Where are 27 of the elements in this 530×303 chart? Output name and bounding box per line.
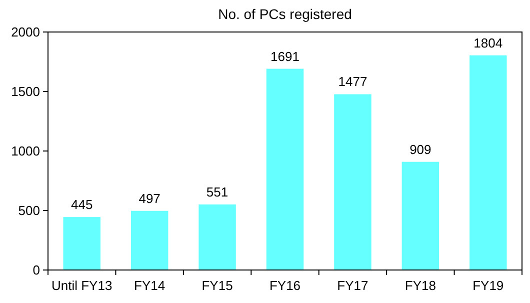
bar xyxy=(334,94,372,270)
y-tick-label: 2000 xyxy=(11,24,40,40)
data-label: 1804 xyxy=(474,35,503,50)
y-tick-label: 500 xyxy=(18,203,40,218)
data-label: 1477 xyxy=(338,74,368,90)
x-tick-label: Until FY13 xyxy=(52,278,112,293)
y-tick-label: 0 xyxy=(32,262,40,278)
x-tick-label: FY18 xyxy=(404,278,436,293)
bar xyxy=(402,162,440,270)
y-tick-label: 1500 xyxy=(11,84,40,100)
data-label: 909 xyxy=(410,142,432,157)
chart-title: No. of PCs registered xyxy=(218,6,352,22)
data-label: 1691 xyxy=(270,48,300,64)
x-tick-label: FY15 xyxy=(202,278,233,293)
bar xyxy=(198,204,236,270)
x-tick-label: FY16 xyxy=(269,278,301,293)
x-tick-label: FY17 xyxy=(337,278,368,293)
y-tick-label: 1000 xyxy=(11,144,40,159)
bar xyxy=(470,55,507,270)
bar xyxy=(130,210,168,270)
bar xyxy=(266,68,304,270)
data-label: 497 xyxy=(138,190,160,206)
data-label: 551 xyxy=(206,184,228,200)
data-label: 445 xyxy=(71,197,93,212)
x-tick-label: FY19 xyxy=(472,278,504,293)
x-tick-label: FY14 xyxy=(134,278,166,293)
bar xyxy=(63,217,100,270)
